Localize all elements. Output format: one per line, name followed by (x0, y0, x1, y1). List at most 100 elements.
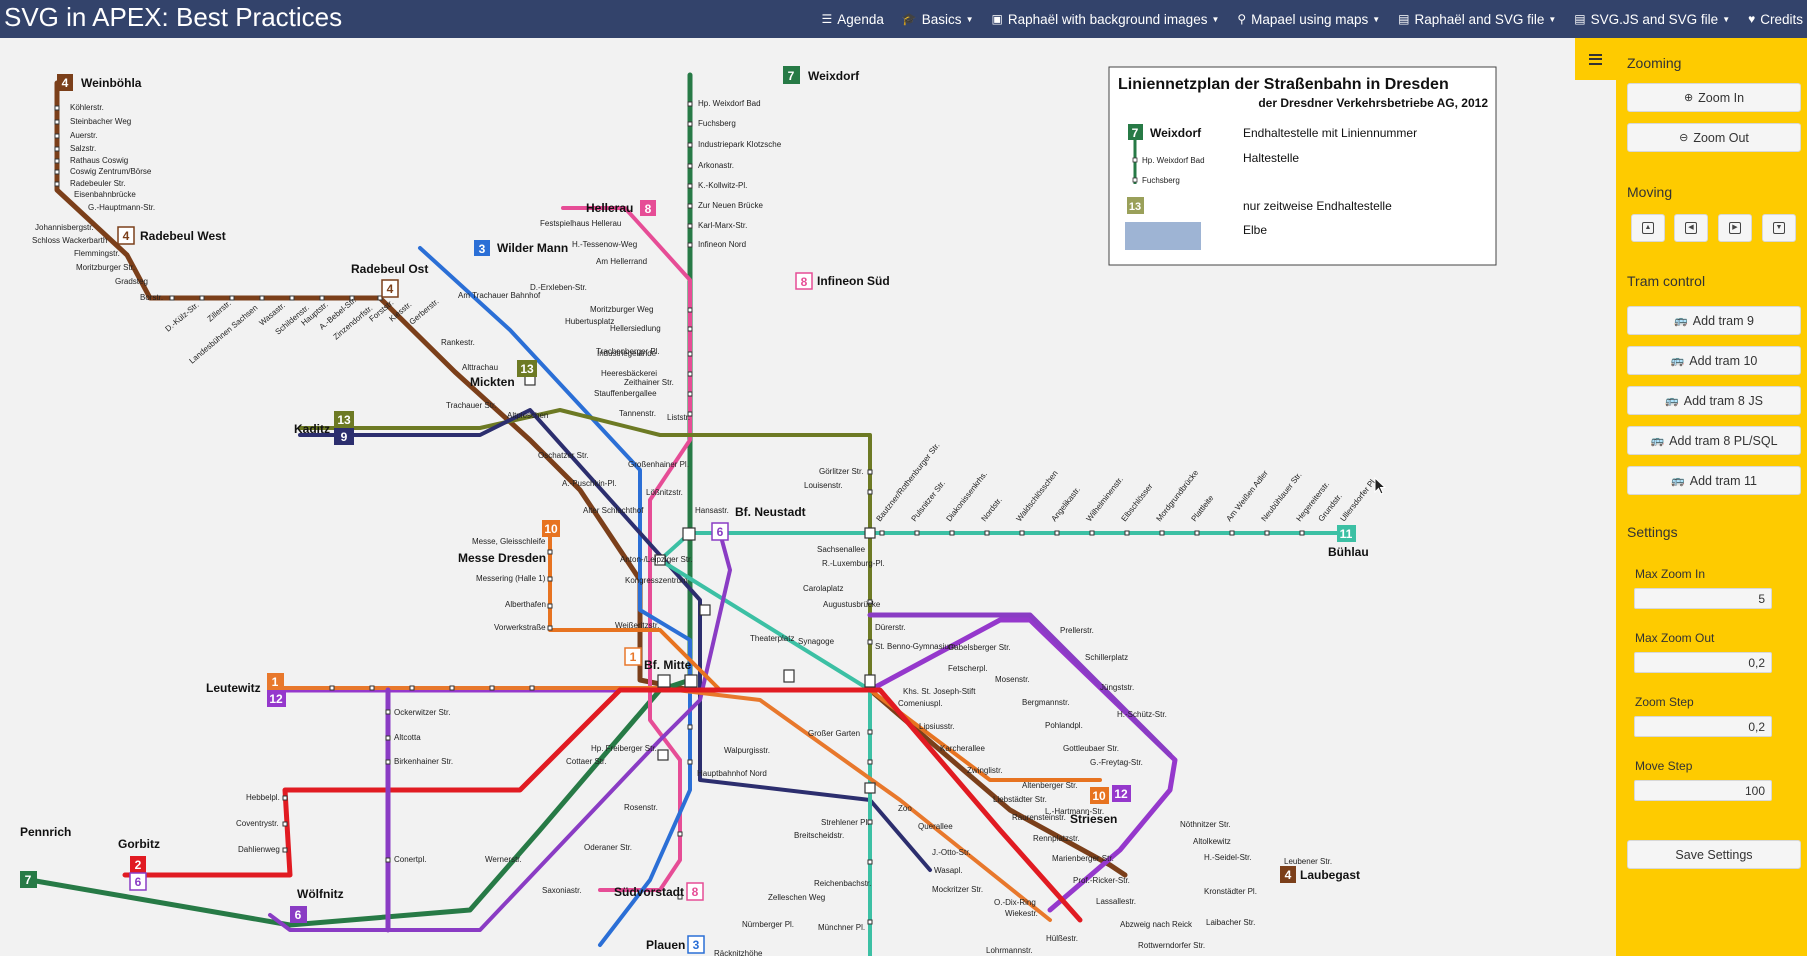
badge-12-striesen[interactable] (1112, 785, 1131, 802)
stop-marker[interactable] (1054, 530, 1060, 536)
badge-13-kaditz[interactable] (334, 411, 354, 428)
stop-marker[interactable] (547, 549, 553, 555)
stop-marker[interactable] (687, 101, 693, 107)
stop-marker[interactable] (1194, 530, 1200, 536)
save-settings-button[interactable]: Save Settings (1627, 840, 1801, 869)
stop-marker[interactable] (687, 183, 693, 189)
stop-marker[interactable] (385, 857, 391, 863)
interchange-marker[interactable] (864, 674, 876, 688)
stop-marker[interactable] (687, 724, 693, 730)
stop-marker[interactable] (547, 576, 553, 582)
stop-marker[interactable] (369, 685, 375, 691)
stop-marker[interactable] (489, 685, 495, 691)
add-tram-11-button[interactable]: 🚌 Add tram 11 (1627, 466, 1801, 495)
nav-mapael[interactable]: ⚲ Mapael using maps ▼ (1237, 12, 1380, 27)
badge-7-weixdorf[interactable] (783, 66, 800, 84)
stop-marker[interactable] (54, 119, 60, 125)
move-right-button[interactable]: ▶ (1718, 214, 1752, 242)
zoom-out-button[interactable]: ⊖ Zoom Out (1627, 123, 1801, 152)
badge-8-infineon[interactable] (795, 272, 813, 290)
stop-marker[interactable] (449, 685, 455, 691)
interchange-marker[interactable] (699, 604, 711, 616)
stop-marker[interactable] (687, 307, 693, 313)
badge-1-bf-mitte[interactable] (624, 647, 642, 666)
stop-marker[interactable] (385, 735, 391, 741)
stop-marker[interactable] (949, 530, 955, 536)
badge-1-leutewitz[interactable] (267, 673, 284, 690)
max-zoom-out-input[interactable] (1634, 652, 1772, 673)
nav-raphael-svg[interactable]: ▤ Raphaël and SVG file ▼ (1398, 12, 1556, 27)
stop-marker[interactable] (687, 391, 693, 397)
stop-marker[interactable] (687, 351, 693, 357)
add-tram-8-plsql-button[interactable]: 🚌 Add tram 8 PL/SQL (1627, 426, 1801, 455)
stop-marker[interactable] (1124, 530, 1130, 536)
stop-marker[interactable] (282, 795, 288, 801)
stop-marker[interactable] (677, 831, 683, 837)
stop-marker[interactable] (54, 158, 60, 164)
stop-marker[interactable] (259, 295, 265, 301)
zoom-step-input[interactable] (1634, 716, 1772, 737)
stop-marker[interactable] (687, 223, 693, 229)
badge-7-pennrich[interactable] (20, 871, 37, 888)
badge-10-striesen[interactable] (1090, 787, 1109, 804)
stop-marker[interactable] (687, 371, 693, 377)
stop-marker[interactable] (529, 685, 535, 691)
stop-marker[interactable] (54, 146, 60, 152)
interchange-marker[interactable] (657, 749, 669, 761)
nav-svgjs[interactable]: ▤ SVG.JS and SVG file ▼ (1574, 12, 1730, 27)
stop-marker[interactable] (1264, 530, 1270, 536)
stop-marker[interactable] (867, 819, 873, 825)
add-tram-9-button[interactable]: 🚌 Add tram 9 (1627, 306, 1801, 335)
zoom-in-button[interactable]: ⊕ Zoom In (1627, 83, 1801, 112)
badge-6-neustadt[interactable] (711, 522, 729, 541)
nav-raphael-background[interactable]: ▣ Raphaël with background images ▼ (991, 12, 1219, 27)
stop-marker[interactable] (914, 530, 920, 536)
nav-credits[interactable]: ♥ Credits (1748, 12, 1803, 27)
stop-marker[interactable] (349, 295, 355, 301)
stop-marker[interactable] (199, 295, 205, 301)
stop-marker[interactable] (867, 489, 873, 495)
panel-toggle-button[interactable] (1575, 38, 1616, 80)
badge-6-woelfnitz[interactable] (290, 906, 307, 923)
app-title[interactable]: SVG in APEX: Best Practices (4, 2, 343, 32)
stop-marker[interactable] (687, 163, 693, 169)
tram-map-svg[interactable]: 4 7 8 3 4 4 8 13 13 9 6 10 11 1 1 12 10 … (0, 38, 1616, 956)
stop-marker[interactable] (329, 685, 335, 691)
stop-marker[interactable] (547, 625, 553, 631)
badge-8-hellerau[interactable] (640, 200, 656, 216)
badge-4-radebeul-west[interactable] (117, 226, 135, 245)
move-left-button[interactable]: ◀ (1674, 214, 1708, 242)
stop-marker[interactable] (687, 142, 693, 148)
stop-marker[interactable] (1089, 530, 1095, 536)
stop-marker[interactable] (1019, 530, 1025, 536)
interchange-marker[interactable] (864, 782, 876, 794)
badge-6-gorbitz[interactable] (129, 872, 147, 891)
stop-marker[interactable] (677, 894, 683, 900)
stop-marker[interactable] (867, 469, 873, 475)
stop-marker[interactable] (229, 295, 235, 301)
interchange-marker[interactable] (654, 554, 666, 566)
badge-13-mickten[interactable] (517, 360, 537, 377)
stop-marker[interactable] (867, 639, 873, 645)
badge-4-weinboehla[interactable] (57, 74, 73, 91)
stop-marker[interactable] (319, 295, 325, 301)
badge-3-plauen[interactable] (687, 935, 705, 954)
stop-marker[interactable] (169, 295, 175, 301)
move-step-input[interactable] (1634, 780, 1772, 801)
badge-3-wilder-mann[interactable] (474, 240, 490, 256)
badge-12-leutewitz[interactable] (267, 690, 286, 707)
badge-9-kaditz[interactable] (334, 428, 354, 445)
stop-marker[interactable] (867, 759, 873, 765)
stop-marker[interactable] (54, 133, 60, 139)
stop-marker[interactable] (867, 919, 873, 925)
stop-marker[interactable] (1299, 530, 1305, 536)
stop-marker[interactable] (867, 599, 873, 605)
stop-marker[interactable] (385, 759, 391, 765)
stop-marker[interactable] (687, 242, 693, 248)
stop-marker[interactable] (54, 181, 60, 187)
stop-marker[interactable] (879, 530, 885, 536)
badge-4-laubegast[interactable] (1280, 866, 1296, 883)
move-up-button[interactable]: ▲ (1631, 214, 1665, 242)
stop-marker[interactable] (867, 729, 873, 735)
interchange-marker[interactable] (684, 674, 698, 688)
